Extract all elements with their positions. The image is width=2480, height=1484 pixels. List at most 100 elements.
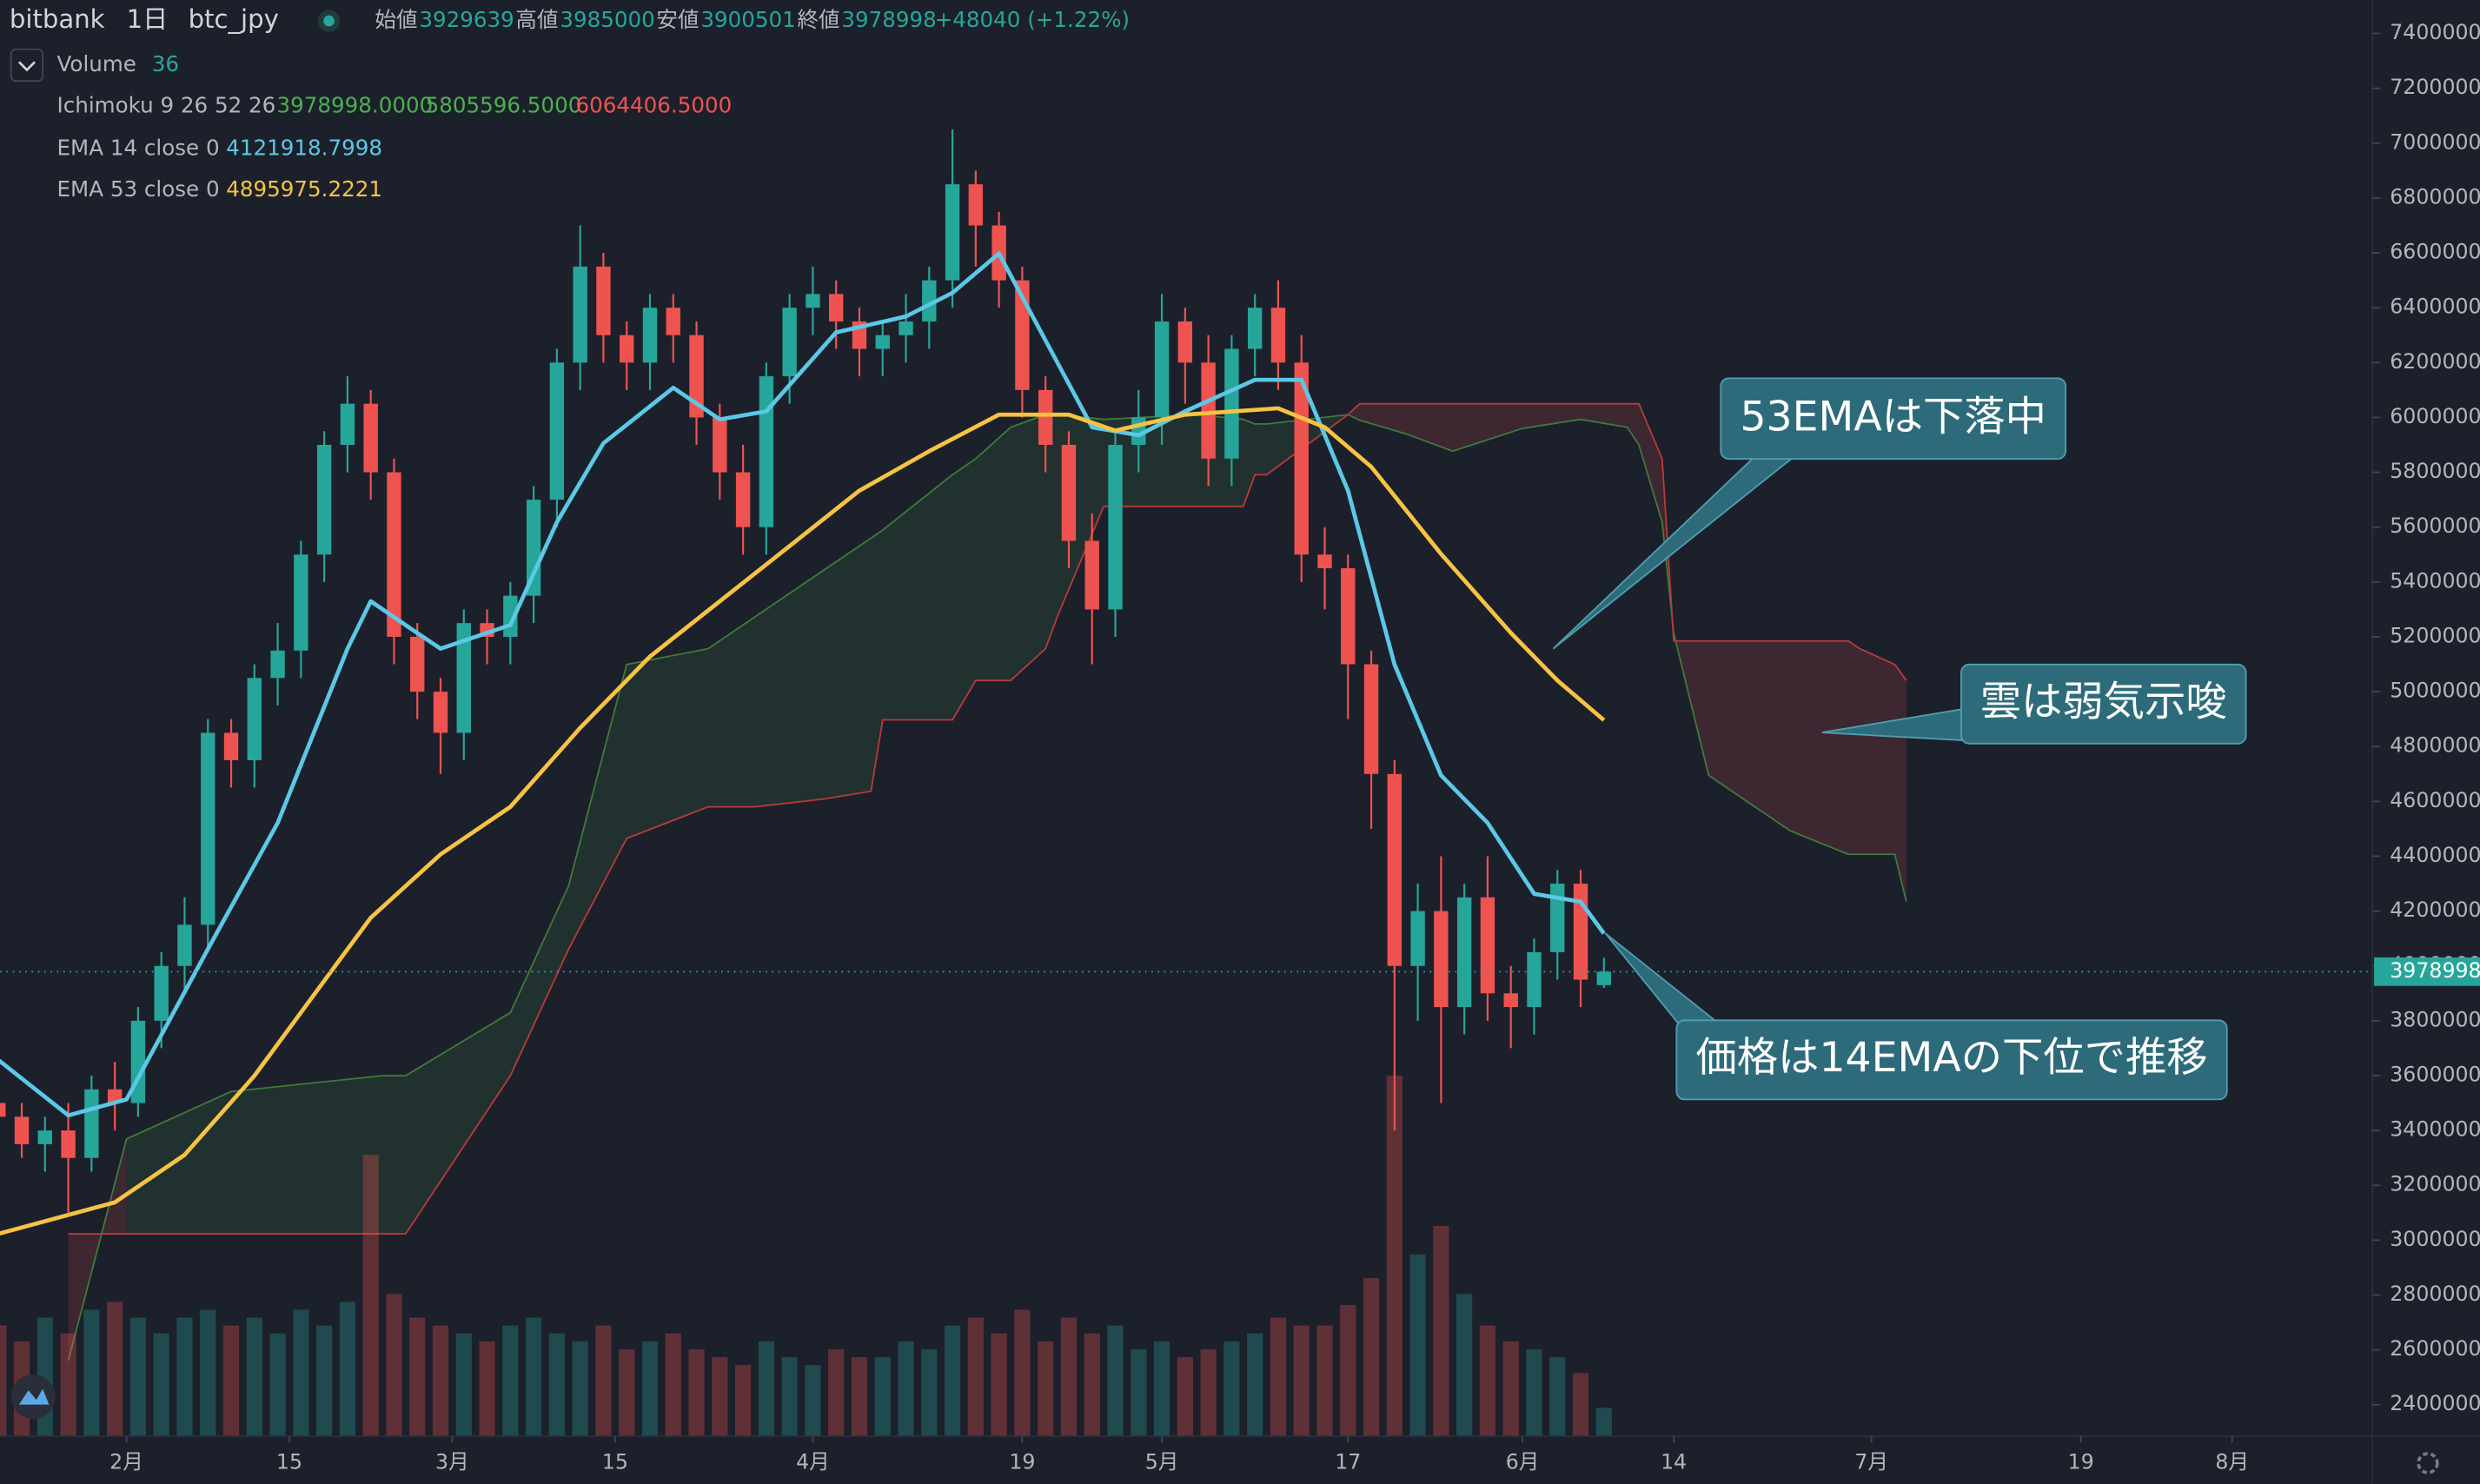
volume-bar (316, 1325, 333, 1437)
axes: 2400000 2600000 2800000 3000000 3200000 34000… (109, 20, 2480, 1474)
volume-bar (83, 1309, 100, 1437)
x-tick-label: 19 (1009, 1449, 1035, 1474)
volume-bar (1038, 1341, 1054, 1437)
volume-bar (60, 1333, 76, 1437)
volume-bar (1316, 1325, 1333, 1437)
volume-bar (1363, 1278, 1380, 1437)
callout-box (1960, 663, 2247, 745)
x-tick-label: 19 (2068, 1449, 2094, 1474)
volume-bar (1247, 1333, 1263, 1437)
cloud (1011, 414, 1046, 681)
volume-bar (1177, 1357, 1193, 1437)
candle-body (84, 1089, 99, 1158)
volume-bar (1293, 1325, 1310, 1437)
candle-body (806, 294, 820, 308)
cloud (707, 617, 755, 807)
volume-bar (246, 1317, 262, 1437)
cloud (1104, 414, 1197, 507)
cloud (1255, 424, 1267, 475)
candle-body (713, 417, 727, 473)
volume-bar (200, 1309, 216, 1437)
volume-bar (1131, 1348, 1147, 1437)
volume-bar (386, 1294, 402, 1437)
y-tick-label: 4600000 (2390, 788, 2480, 812)
ohlc-label: 終値 (797, 7, 839, 32)
annotation: 雲は弱気示唆 (1821, 663, 2247, 745)
cloud (1627, 403, 1639, 446)
x-tick-label: 7月 (1854, 1449, 1888, 1474)
cloud (882, 474, 953, 720)
header: bitbank 1日 btc_jpy 始値 3929639 高値 3985000… (10, 4, 1130, 34)
cloud (405, 1012, 511, 1235)
candle-body (1177, 321, 1193, 363)
volume-bar (665, 1333, 681, 1437)
collapse-icon (17, 61, 36, 72)
candle-body (666, 308, 680, 335)
volume-bar (1386, 1076, 1402, 1437)
volume-bar (432, 1325, 449, 1437)
candle-body (201, 732, 216, 925)
x-tick-label: 3月 (435, 1449, 469, 1474)
y-tick-label: 5800000 (2390, 459, 2480, 483)
cloud (1790, 640, 1848, 855)
volume-bar (1153, 1341, 1170, 1437)
candle-body (642, 308, 658, 363)
candle-body (782, 308, 797, 377)
x-tick-label: 2月 (109, 1449, 143, 1474)
cloud (68, 1138, 127, 1361)
exchange: bitbank (10, 4, 105, 34)
legend-label: Ichimoku 9 26 52 26 (57, 92, 276, 117)
candle-body (573, 266, 587, 363)
candle-body (899, 321, 913, 335)
candle-body (945, 184, 960, 281)
cloud (1708, 640, 1791, 831)
legend-value: 6064406.5000 (576, 92, 733, 117)
y-tick-label: 3600000 (2390, 1062, 2480, 1086)
volume-bar (362, 1155, 379, 1437)
y-tick-label: 7200000 (2390, 75, 2480, 99)
x-tick-label: 17 (1335, 1449, 1361, 1474)
candle-body (247, 678, 262, 760)
candle-body (223, 732, 239, 760)
candle-body (1224, 348, 1239, 459)
cloud (510, 885, 569, 1076)
cloud (952, 459, 976, 720)
candle-body (1154, 321, 1170, 418)
y-tick-label: 6800000 (2390, 184, 2480, 209)
candle-body (1270, 308, 1286, 363)
volume-bar (1595, 1408, 1612, 1437)
candle-body (1573, 884, 1588, 980)
x-tick-label: 4月 (796, 1449, 830, 1474)
change: +48040 (+1.22%) (935, 7, 1130, 32)
y-tick-label: 4400000 (2390, 843, 2480, 867)
candle-body (549, 362, 565, 500)
volume-bar (1409, 1254, 1426, 1437)
candle-body (387, 472, 401, 637)
volume-bar (1060, 1317, 1078, 1437)
collapse-button[interactable] (10, 48, 44, 83)
candle-body (1503, 993, 1518, 1008)
volume-bar (1549, 1357, 1566, 1437)
candle-body (1434, 911, 1449, 1008)
cloud (1359, 403, 1407, 434)
y-tick-label: 3400000 (2390, 1117, 2480, 1142)
ohlc-label: 始値 (375, 7, 417, 32)
legend-label: Volume (57, 51, 136, 76)
settings-icon[interactable] (2417, 1452, 2439, 1474)
callout-box (1675, 1019, 2228, 1101)
volume-bar (129, 1317, 147, 1437)
candle-body (456, 623, 471, 733)
volume-bar (107, 1302, 123, 1437)
volume-bar (991, 1333, 1007, 1437)
cloud (1847, 640, 1860, 855)
y-tick-label: 2600000 (2390, 1336, 2480, 1361)
annotation: 価格は14EMAの下位で推移 (1604, 932, 2228, 1101)
candle-body (968, 184, 984, 226)
volume-bar (874, 1357, 891, 1437)
candle-body (1061, 445, 1077, 541)
cloud (1452, 403, 1523, 452)
legend-value: 3978998.0000 (277, 92, 434, 117)
candle-body (596, 266, 611, 335)
legend-value: 4895975.2221 (226, 176, 382, 202)
